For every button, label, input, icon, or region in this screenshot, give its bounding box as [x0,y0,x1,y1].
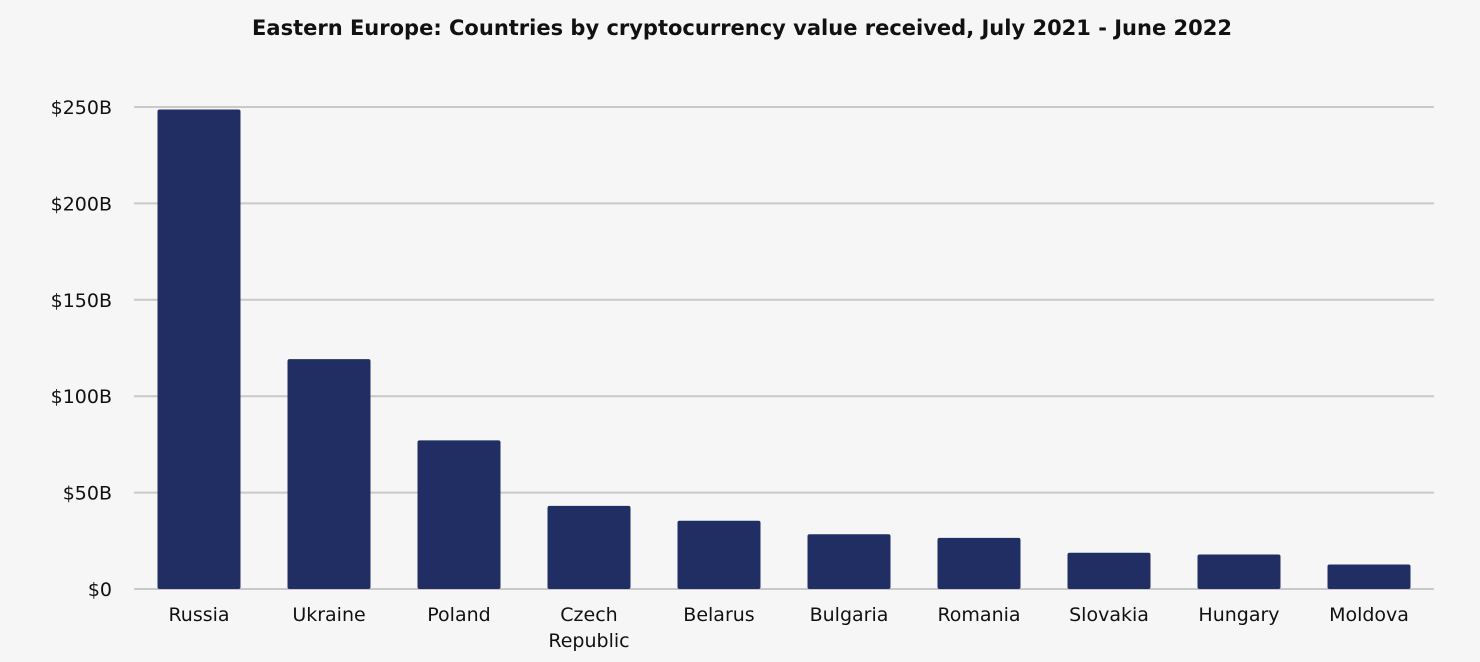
bar-hungary [1197,554,1281,589]
bar-belarus [677,520,761,589]
x-tick-label: Czech Republic [548,604,629,652]
x-tick-label-line: Poland [427,604,490,626]
bars [157,109,1411,589]
x-tick-label-line: Belarus [683,604,754,626]
x-tick-label-line: Bulgaria [810,604,889,626]
x-tick-label: Moldova [1329,604,1409,626]
y-tick-label: $250B [51,97,112,119]
x-tick-label: Poland [427,604,490,626]
y-tick-label: $0 [88,579,112,601]
x-tick-label: Bulgaria [810,604,889,626]
y-tick-label: $150B [51,290,112,312]
x-tick-label-line: Slovakia [1069,604,1149,626]
bar-slovakia [1067,552,1151,589]
bar-moldova [1327,564,1411,589]
bar-ukraine [287,359,371,589]
x-tick-label-line: Republic [548,630,629,652]
x-tick-label-line: Czech [560,604,617,626]
x-tick-label-line: Romania [937,604,1020,626]
x-tick-label: Russia [168,604,229,626]
x-tick-label: Romania [937,604,1020,626]
bar-bulgaria [807,534,891,589]
x-tick-label: Ukraine [292,604,365,626]
bar-romania [937,537,1021,589]
x-axis-labels: Russia Ukraine Poland Czech Republic Belarus B… [168,604,1409,652]
bar-czech-republic [547,505,631,589]
x-tick-label-line: Ukraine [292,604,365,626]
chart-title: Eastern Europe: Countries by cryptocurre… [252,16,1232,40]
x-tick-label-line: Hungary [1198,604,1279,626]
bar-russia [157,109,241,589]
y-tick-label: $100B [51,386,112,408]
x-tick-label: Slovakia [1069,604,1149,626]
x-tick-label-line: Russia [168,604,229,626]
x-tick-label: Belarus [683,604,754,626]
x-tick-label-line: Moldova [1329,604,1409,626]
bar-poland [417,440,501,589]
x-tick-label: Hungary [1198,604,1279,626]
y-tick-label: $200B [51,193,112,215]
y-axis-ticks: $0 $50B $100B $150B $200B $250B [51,97,112,601]
y-tick-label: $50B [63,483,112,505]
